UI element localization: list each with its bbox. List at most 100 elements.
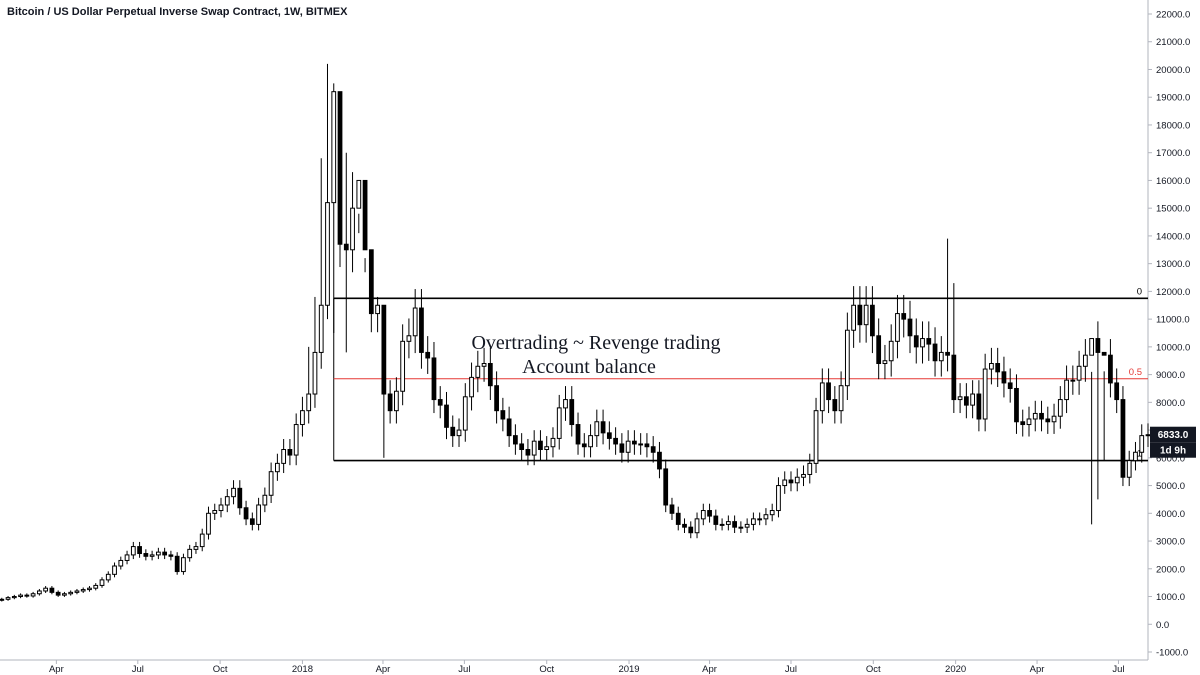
candle-body-up bbox=[350, 207, 355, 251]
price-axis[interactable]: -1000.0 0.0 1000.0 2000.0 3000.0 4000.0 5000.0… bbox=[1147, 0, 1190, 660]
candle-body-down bbox=[857, 304, 863, 326]
candle bbox=[1095, 321, 1101, 500]
price-tick-label: 15000.0 bbox=[1156, 204, 1190, 215]
price-tick-label: 17000.0 bbox=[1156, 148, 1190, 159]
candle-body-down bbox=[143, 553, 149, 557]
candle-body-down bbox=[907, 318, 913, 337]
candle bbox=[857, 286, 863, 343]
candle-body-down bbox=[368, 249, 374, 315]
current-price-tag: 6833.0 1d 9h bbox=[1150, 426, 1196, 458]
candle bbox=[544, 436, 550, 460]
candle bbox=[657, 441, 662, 479]
candle bbox=[882, 344, 888, 380]
candle-body-up bbox=[882, 360, 888, 365]
candle-body-down bbox=[487, 363, 493, 387]
fib-retracement[interactable]: 00.51 bbox=[333, 286, 1148, 462]
candle-body-down bbox=[876, 335, 882, 365]
candle-body-down bbox=[707, 510, 712, 517]
price-tick-label: 12000.0 bbox=[1156, 287, 1190, 298]
candle-body-up bbox=[531, 440, 537, 456]
candle bbox=[1070, 365, 1076, 395]
candle-body-up bbox=[306, 393, 312, 412]
candle-body-up bbox=[30, 593, 36, 597]
candle bbox=[901, 294, 907, 338]
candle-body-up bbox=[118, 559, 124, 567]
candle-body-up bbox=[149, 554, 155, 557]
candle-body-down bbox=[387, 393, 393, 412]
candle bbox=[688, 521, 694, 539]
candle-body-down bbox=[431, 357, 437, 401]
candle-body-down bbox=[682, 523, 687, 528]
candle-body-up bbox=[700, 510, 706, 520]
candle-body-down bbox=[525, 449, 531, 456]
annotation-account-balance: Account balance bbox=[522, 356, 656, 378]
time-axis[interactable]: Apr Jul Oct 2018 Apr Jul Oct 2019 Apr Jul Oct 2020 A… bbox=[0, 659, 1148, 675]
candle-body-down bbox=[663, 468, 669, 506]
candle bbox=[118, 556, 124, 570]
candle-body-down bbox=[713, 515, 719, 525]
candle-body-down bbox=[951, 354, 957, 401]
time-tick-label: 2020 bbox=[945, 664, 966, 675]
price-tick-label: 18000.0 bbox=[1156, 120, 1190, 131]
candle-body-up bbox=[400, 340, 406, 392]
candle-body-down bbox=[945, 351, 950, 356]
candle bbox=[218, 497, 224, 518]
candle bbox=[976, 380, 982, 432]
candle bbox=[982, 353, 988, 432]
candle bbox=[1114, 368, 1120, 414]
candle bbox=[381, 304, 387, 458]
candle bbox=[832, 386, 838, 424]
candle bbox=[913, 318, 919, 364]
price-tick-label: 1000.0 bbox=[1156, 592, 1185, 603]
candle bbox=[738, 521, 744, 533]
candle bbox=[5, 596, 11, 601]
candle-body-up bbox=[1070, 379, 1076, 382]
candle bbox=[281, 439, 287, 474]
candle bbox=[763, 508, 769, 526]
candle-body-down bbox=[569, 399, 575, 426]
candle-body-down bbox=[437, 399, 443, 406]
candle bbox=[851, 286, 856, 348]
candle bbox=[343, 152, 349, 353]
candle bbox=[613, 427, 618, 455]
current-price-label: 6833.0 bbox=[1158, 430, 1189, 441]
candle bbox=[419, 289, 424, 369]
candle bbox=[719, 518, 725, 531]
candle-body-up bbox=[87, 587, 92, 591]
candle-body-down bbox=[1020, 421, 1026, 426]
candle-body-up bbox=[588, 435, 593, 448]
chart-title: Bitcoin / US Dollar Perpetual Inverse Sw… bbox=[7, 6, 348, 18]
candle-body-up bbox=[18, 594, 23, 598]
candle-body-down bbox=[450, 426, 456, 437]
price-tick-label: -1000.0 bbox=[1156, 648, 1188, 659]
candle-body-up bbox=[93, 584, 99, 589]
candle bbox=[187, 544, 193, 562]
candle bbox=[155, 547, 161, 560]
time-tick-label: Jul bbox=[1112, 664, 1124, 675]
candle-body-up bbox=[394, 390, 399, 412]
candle bbox=[588, 424, 593, 458]
candle bbox=[318, 158, 324, 369]
candle-body-up bbox=[5, 597, 11, 600]
candle-body-up bbox=[80, 589, 86, 592]
price-tick-label: 10000.0 bbox=[1156, 342, 1190, 353]
candle bbox=[74, 588, 80, 595]
candle bbox=[43, 586, 49, 593]
time-tick-label: Apr bbox=[376, 664, 391, 675]
candle-body-up bbox=[1145, 434, 1151, 437]
candle bbox=[300, 396, 305, 437]
candle-body-up bbox=[456, 429, 462, 437]
candle bbox=[206, 506, 211, 540]
candle bbox=[394, 377, 399, 424]
candle-body-down bbox=[362, 179, 368, 251]
candle bbox=[1108, 339, 1113, 398]
candle-body-down bbox=[500, 410, 506, 420]
candle bbox=[99, 577, 105, 588]
candle-body-up bbox=[325, 202, 330, 306]
candle bbox=[325, 63, 330, 320]
candle bbox=[11, 594, 17, 600]
candle-body-down bbox=[168, 554, 174, 557]
candle-body-up bbox=[563, 399, 568, 409]
candle-body-down bbox=[419, 307, 424, 353]
